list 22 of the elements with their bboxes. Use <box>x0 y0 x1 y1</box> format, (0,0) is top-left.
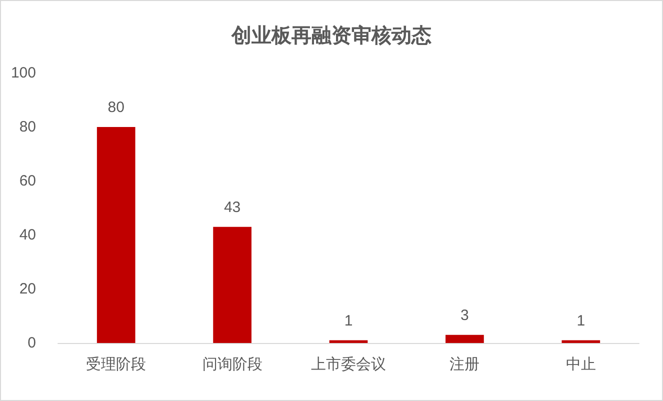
bar <box>446 334 484 343</box>
chart-title: 创业板再融资审核动态 <box>230 24 432 47</box>
y-tick-label: 20 <box>19 280 36 298</box>
data-label: 80 <box>108 99 124 116</box>
x-tick-label: 受理阶段 <box>86 356 146 373</box>
x-tick-label: 上市委会议 <box>311 356 386 373</box>
bar <box>96 127 136 343</box>
x-tick-label: 中止 <box>566 356 596 373</box>
y-tick-label: 100 <box>10 64 36 82</box>
y-tick-label: 60 <box>19 172 36 190</box>
x-tick-label: 问询阶段 <box>202 356 262 373</box>
data-label: 1 <box>344 312 353 330</box>
bar <box>562 340 600 343</box>
data-label: 43 <box>224 198 241 216</box>
bar <box>329 340 368 343</box>
y-tick-label: 0 <box>28 334 36 352</box>
data-label: 1 <box>576 312 586 330</box>
bar <box>213 226 252 343</box>
data-label: 3 <box>460 306 469 324</box>
y-tick-label: 40 <box>19 226 36 244</box>
x-tick-label: 注册 <box>450 356 480 373</box>
y-tick-label: 80 <box>19 118 36 136</box>
